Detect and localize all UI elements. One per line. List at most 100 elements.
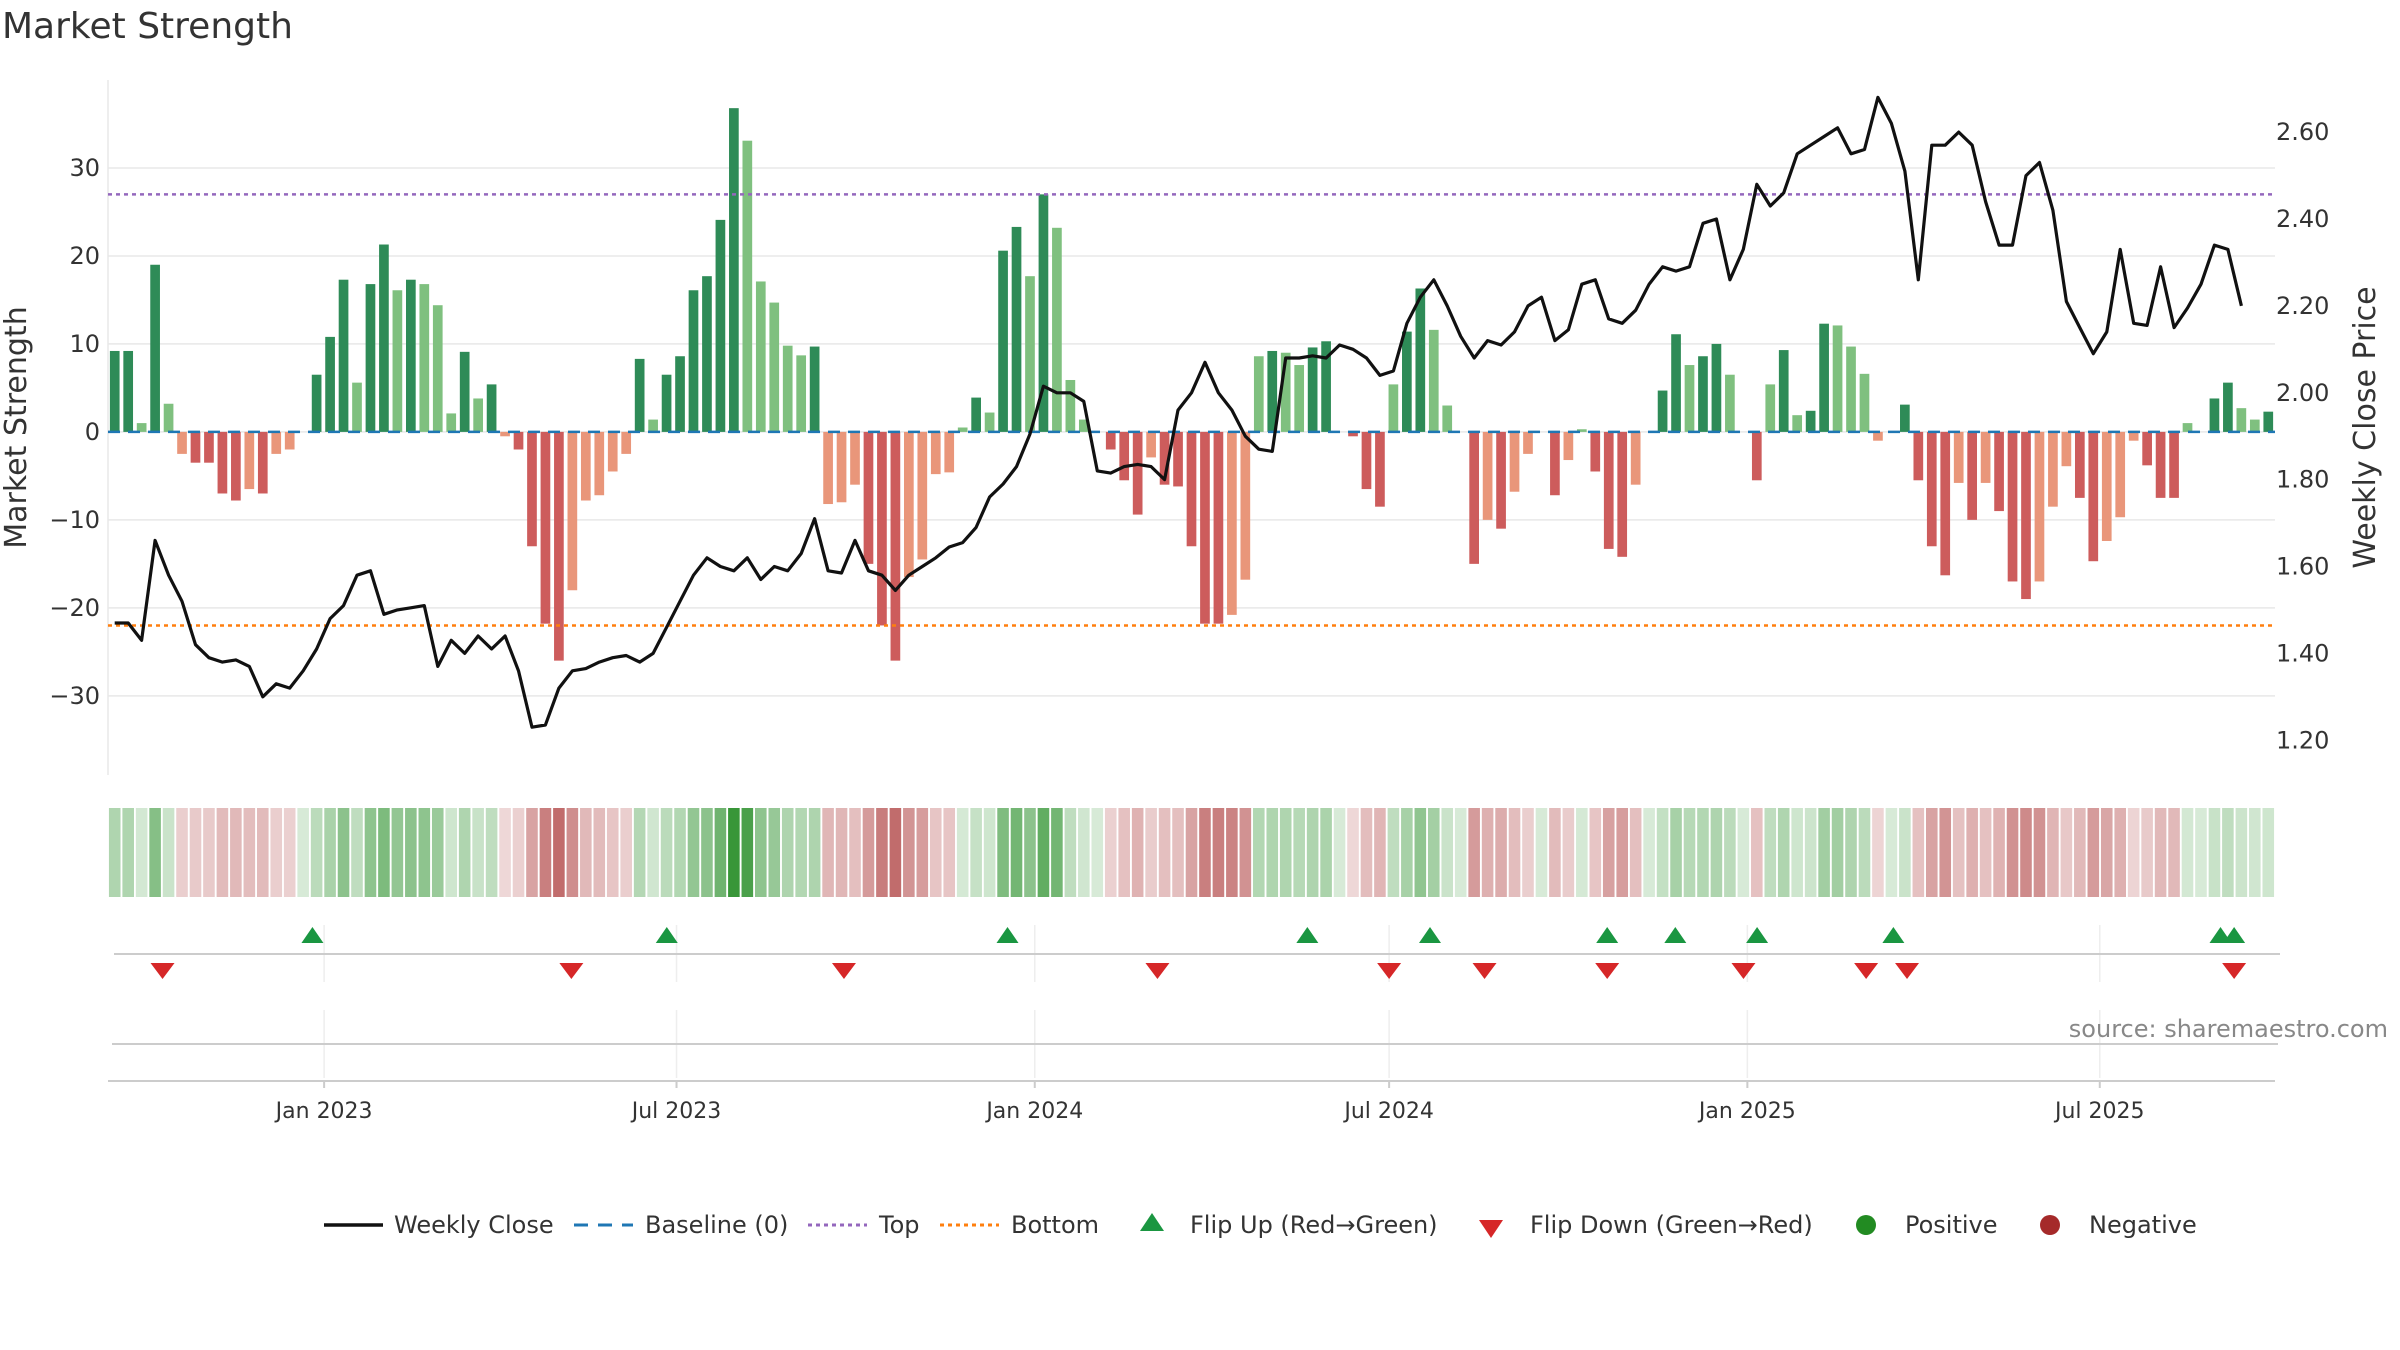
heat-strip-cell: [2127, 808, 2140, 897]
heat-strip-cell: [1979, 808, 1992, 897]
heat-strip-cell: [970, 808, 982, 897]
strength-bar: [796, 355, 807, 432]
strength-bar: [1159, 431, 1170, 485]
strength-bar: [459, 351, 470, 432]
heat-strip-cell: [1993, 808, 2005, 897]
strength-bar: [917, 431, 928, 560]
strength-bar: [1348, 431, 1358, 437]
heat-strip-cell: [297, 808, 309, 897]
flip-down-marker: [150, 963, 175, 979]
heat-strip-cell: [808, 808, 821, 897]
heat-strip-cell: [566, 808, 579, 897]
strength-bar: [1267, 350, 1278, 432]
heat-strip-cell: [781, 808, 794, 897]
strength-bar: [594, 431, 605, 496]
strength-bar: [1698, 356, 1708, 432]
heat-strip-cell: [2114, 808, 2127, 897]
strength-bar: [675, 356, 685, 432]
heat-strip-cell: [176, 808, 188, 897]
heat-strip-cell: [741, 808, 754, 897]
heat-strip-cell: [1131, 808, 1144, 897]
legend-weekly-close-label: Weekly Close: [394, 1211, 554, 1239]
heat-strip-cell: [1091, 808, 1104, 897]
legend-bottom-label: Bottom: [1011, 1211, 1099, 1239]
strength-bar: [715, 219, 726, 432]
heat-strip-cell: [916, 808, 929, 897]
flip-down-marker: [1895, 963, 1920, 979]
heat-strip-cell: [364, 808, 377, 897]
strength-bar: [2128, 431, 2139, 441]
heat-strip-cell: [1508, 808, 1521, 897]
flip-down-marker: [1472, 963, 1497, 979]
legend-top-label: Top: [878, 1211, 920, 1239]
heat-strip-cell: [1253, 808, 1265, 897]
strength-bar: [1859, 373, 1870, 432]
strength-bar: [1603, 431, 1614, 549]
strength-bar: [1402, 331, 1412, 432]
heat-strip-cell: [1589, 808, 1602, 897]
strength-bar: [688, 290, 699, 432]
heat-strip-cell: [660, 808, 673, 897]
flip-up-marker: [1296, 927, 1319, 943]
strength-bar: [1361, 431, 1372, 490]
strength-bar: [1819, 323, 1829, 432]
strength-bar: [1913, 431, 1924, 481]
heat-strip-cell: [1279, 808, 1292, 897]
heat-strip-cell: [1266, 808, 1279, 897]
legend-flip-down-label: Flip Down (Green→Red): [1530, 1211, 1813, 1239]
heat-strip-cell: [1145, 808, 1157, 897]
heat-strip-cell: [1441, 808, 1454, 897]
heat-strip-cell: [1401, 808, 1413, 897]
heat-strip-cell: [1360, 808, 1373, 897]
heat-strip-cell: [2033, 808, 2046, 897]
heat-strip-cell: [2141, 808, 2153, 897]
heat-strip-cell: [2222, 808, 2234, 897]
heat-strip-cell: [378, 808, 390, 897]
heat-strip-cell: [633, 808, 646, 897]
heat-strip-cell: [1037, 808, 1050, 897]
flip-up-marker: [1596, 927, 1619, 943]
strength-bar: [392, 290, 403, 432]
heat-strip-cell: [162, 808, 175, 897]
heat-strip-cell: [1710, 808, 1723, 897]
strength-bar: [177, 431, 187, 454]
heat-strip-cell: [647, 808, 659, 897]
strength-bar: [2236, 408, 2247, 432]
heat-strip-cell: [1697, 808, 1709, 897]
strength-bar: [1765, 384, 1776, 432]
strength-bar: [1926, 431, 1937, 547]
strength-bar: [365, 284, 376, 432]
strength-bar: [1994, 431, 2004, 512]
flip-down-marker: [1145, 963, 1170, 979]
strength-bar: [1805, 410, 1816, 432]
heat-strip-cell: [755, 808, 767, 897]
heat-strip-cell: [2100, 808, 2113, 897]
heat-strip-cell: [1374, 808, 1386, 897]
heat-strip-cell: [2154, 808, 2167, 897]
strength-bar: [1684, 365, 1695, 432]
strength-bar: [580, 431, 591, 501]
heat-strip-cell: [1212, 808, 1225, 897]
heat-strip-cell: [1818, 808, 1830, 897]
heat-strip-cell: [1468, 808, 1480, 897]
y2-tick-label: 1.40: [2276, 639, 2329, 667]
heat-strip-cell: [1670, 808, 1682, 897]
strength-bar: [1078, 419, 1089, 432]
strength-bar: [500, 431, 510, 437]
y2-tick-label: 1.80: [2276, 466, 2329, 494]
flip-up-marker: [1664, 927, 1687, 943]
strength-bar: [1832, 325, 1843, 432]
strength-bar: [1550, 431, 1560, 496]
strength-bar: [1240, 431, 1251, 580]
strength-bar: [648, 419, 658, 432]
strength-bar: [527, 431, 537, 547]
strength-bar: [1105, 431, 1116, 450]
heat-strip-cell: [1387, 808, 1400, 897]
flip-down-marker: [1377, 963, 1402, 979]
strength-bar: [1200, 431, 1210, 624]
heat-strip-cell: [1495, 808, 1507, 897]
strength-bar: [123, 350, 134, 432]
strength-bar: [702, 276, 712, 432]
heat-strip-cell: [553, 808, 565, 897]
